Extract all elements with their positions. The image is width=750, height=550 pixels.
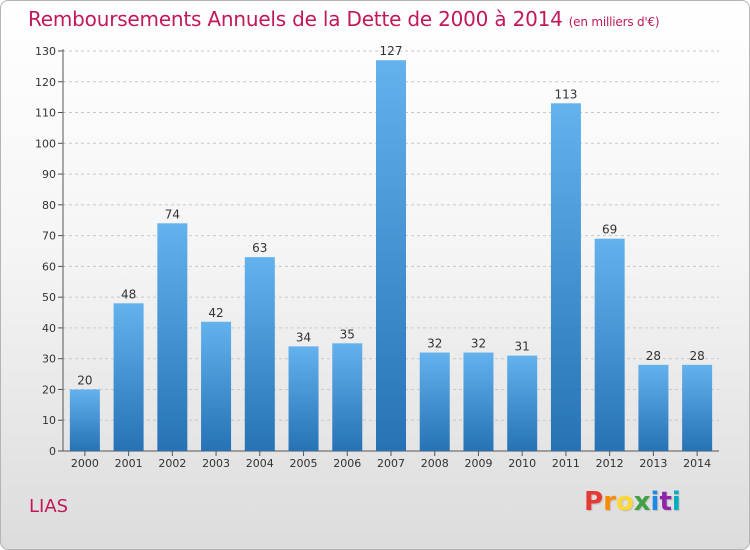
bar [157,223,188,451]
x-tick-label: 2001 [115,457,143,470]
bar-value-label: 48 [121,287,136,301]
bar [288,346,319,451]
x-tick-label: 2006 [333,457,361,470]
x-tick-label: 2012 [596,457,624,470]
y-tick-label: 30 [42,353,56,366]
bar [419,352,450,451]
bar-value-label: 113 [554,87,577,101]
y-tick-label: 50 [42,291,56,304]
y-tick-label: 110 [35,107,56,120]
y-tick-label: 100 [35,137,56,150]
bar [682,364,713,451]
x-tick-label: 2002 [158,457,186,470]
bar-value-label: 127 [380,44,403,58]
title-unit: (en milliers d'€) [568,15,660,29]
y-tick-label: 120 [35,76,56,89]
bar [463,352,494,451]
bar-value-label: 34 [296,330,311,344]
x-tick-label: 2011 [552,457,580,470]
value-labels: 20 48 74 42 63 34 35 127 32 32 31 113 69 28 28 [77,44,705,387]
x-tick-label: 2008 [421,457,449,470]
logo-letter: i [650,487,660,517]
y-tick-label: 90 [42,168,56,181]
y-tick-label: 80 [42,199,56,212]
bar [201,321,232,451]
bar-value-label: 35 [340,327,355,341]
bar-value-label: 32 [471,337,486,351]
bar [507,355,538,451]
x-tick-label: 2004 [246,457,274,470]
bar [69,389,100,451]
bar [638,364,669,451]
proxiti-logo: Proxiti [584,487,681,517]
place-name: LIAS [29,496,69,517]
x-tick-label: 2005 [290,457,318,470]
x-tick-label: 2000 [71,457,99,470]
chart-title: Remboursements Annuels de la Dette de 20… [28,7,660,31]
x-tick-label: 2013 [639,457,667,470]
bar-value-label: 42 [208,306,223,320]
bar [113,303,144,451]
bar-value-label: 69 [602,223,617,237]
bar-value-label: 28 [689,349,704,363]
bar [550,103,581,452]
bar [376,60,406,451]
bar-value-label: 63 [252,241,267,255]
bar-value-label: 32 [427,337,442,351]
x-tick-label: 2010 [508,457,536,470]
bar-value-label: 31 [515,340,530,354]
x-tick-label: 2007 [377,457,405,470]
y-tick-label: 60 [42,260,56,273]
bar [594,238,625,451]
y-tick-label: 70 [42,230,56,243]
x-tick-label: 2003 [202,457,230,470]
logo-letter: t [659,487,672,517]
logo-letter: r [603,487,616,517]
x-tick-label: 2014 [683,457,711,470]
bar [244,257,275,451]
y-tick-label: 40 [42,322,56,335]
logo-letter: o [615,487,634,517]
x-tick-label: 2009 [464,457,492,470]
bar-value-label: 28 [646,349,661,363]
bar-value-label: 20 [77,373,92,387]
title-text: Remboursements Annuels de la Dette de 20… [28,7,563,31]
y-axis-ticks: 0 10 20 30 40 50 60 70 80 90 100 110 120 130 [35,45,56,458]
logo-letter: i [671,487,681,517]
x-axis-ticks: 2000 2001 2002 2003 2004 2005 2006 2007 2008 2009… [71,451,711,470]
y-tick-label: 10 [42,414,56,427]
bar [332,343,363,451]
bar-value-label: 74 [165,207,180,221]
logo-letter: P [584,487,604,517]
y-tick-label: 0 [49,445,56,458]
bars [69,60,713,452]
y-tick-label: 20 [42,383,56,396]
y-tick-label: 130 [35,45,56,58]
logo-letter: x [633,487,651,517]
